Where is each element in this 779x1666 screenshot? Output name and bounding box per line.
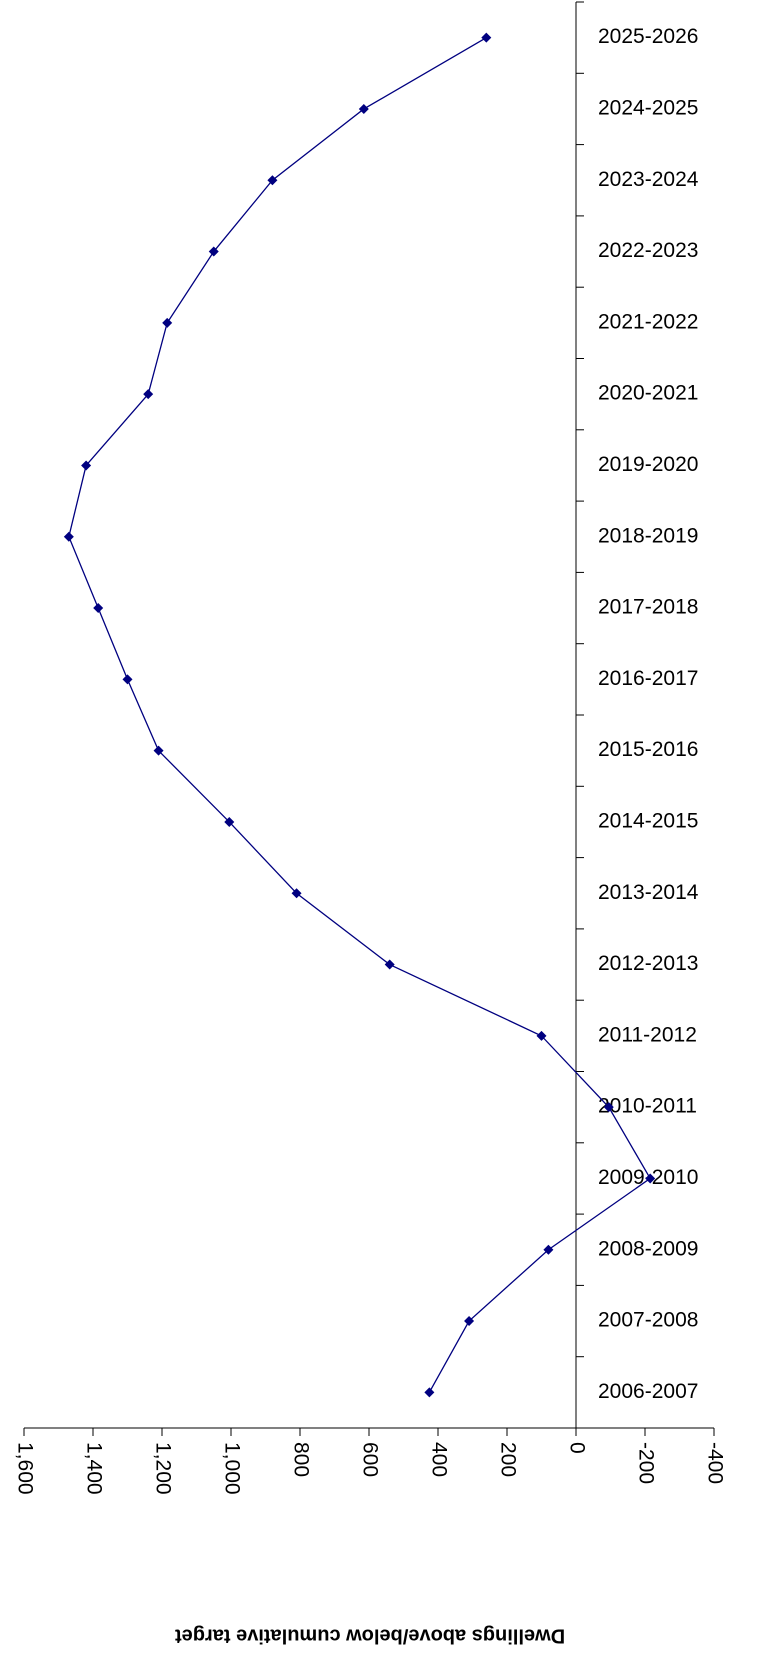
- x-tick-label: 1,000: [220, 1442, 243, 1495]
- x-tick-label: 0: [565, 1442, 588, 1454]
- data-marker: [81, 460, 92, 471]
- x-tick-label: 1,600: [13, 1442, 36, 1495]
- category-label: 2013-2014: [598, 881, 699, 904]
- category-label: 2025-2026: [598, 25, 698, 48]
- category-label: 2014-2015: [598, 809, 698, 832]
- category-label: 2012-2013: [598, 952, 698, 975]
- data-marker: [645, 1173, 656, 1184]
- category-label: 2020-2021: [598, 382, 698, 405]
- x-tick-label: 1,400: [82, 1442, 105, 1495]
- category-label: 2006-2007: [598, 1380, 698, 1403]
- category-label: 2021-2022: [598, 310, 698, 333]
- x-tick-label: 800: [289, 1442, 312, 1477]
- category-label: 2023-2024: [598, 168, 699, 191]
- data-marker: [536, 1030, 547, 1041]
- x-tick-label: 400: [427, 1442, 450, 1477]
- category-label: 2007-2008: [598, 1309, 698, 1332]
- data-marker: [267, 175, 278, 186]
- data-line: [68, 37, 652, 1393]
- category-label: 2017-2018: [598, 596, 698, 619]
- category-label: 2016-2017: [598, 667, 698, 690]
- data-marker: [208, 246, 219, 257]
- data-marker: [481, 32, 492, 43]
- data-marker: [603, 1102, 614, 1113]
- x-tick-label: 200: [496, 1442, 519, 1477]
- data-marker: [424, 1387, 435, 1398]
- data-marker: [162, 317, 173, 328]
- category-label: 2018-2019: [598, 524, 698, 547]
- data-marker: [464, 1316, 475, 1327]
- data-marker: [291, 888, 302, 899]
- x-tick-label: 600: [358, 1442, 381, 1477]
- category-label: 2008-2009: [598, 1237, 698, 1260]
- data-marker: [122, 674, 133, 685]
- axis-title: Dwellings above/below cumulative target: [175, 1625, 565, 1647]
- x-tick-label: 1,200: [151, 1442, 174, 1495]
- data-marker: [358, 103, 369, 114]
- data-marker: [224, 816, 235, 827]
- category-label: 2019-2020: [598, 453, 698, 476]
- data-marker: [63, 531, 74, 542]
- category-label: 2010-2011: [598, 1095, 697, 1118]
- data-marker: [143, 389, 154, 400]
- data-marker: [93, 603, 104, 614]
- x-tick-label: -200: [634, 1442, 657, 1484]
- x-tick-label: -400: [703, 1442, 726, 1484]
- data-marker: [384, 959, 395, 970]
- category-label: 2024-2025: [598, 96, 698, 119]
- category-label: 2011-2012: [598, 1023, 697, 1046]
- data-marker: [153, 745, 164, 756]
- category-label: 2015-2016: [598, 738, 698, 761]
- data-marker: [543, 1244, 554, 1255]
- category-label: 2022-2023: [598, 239, 698, 262]
